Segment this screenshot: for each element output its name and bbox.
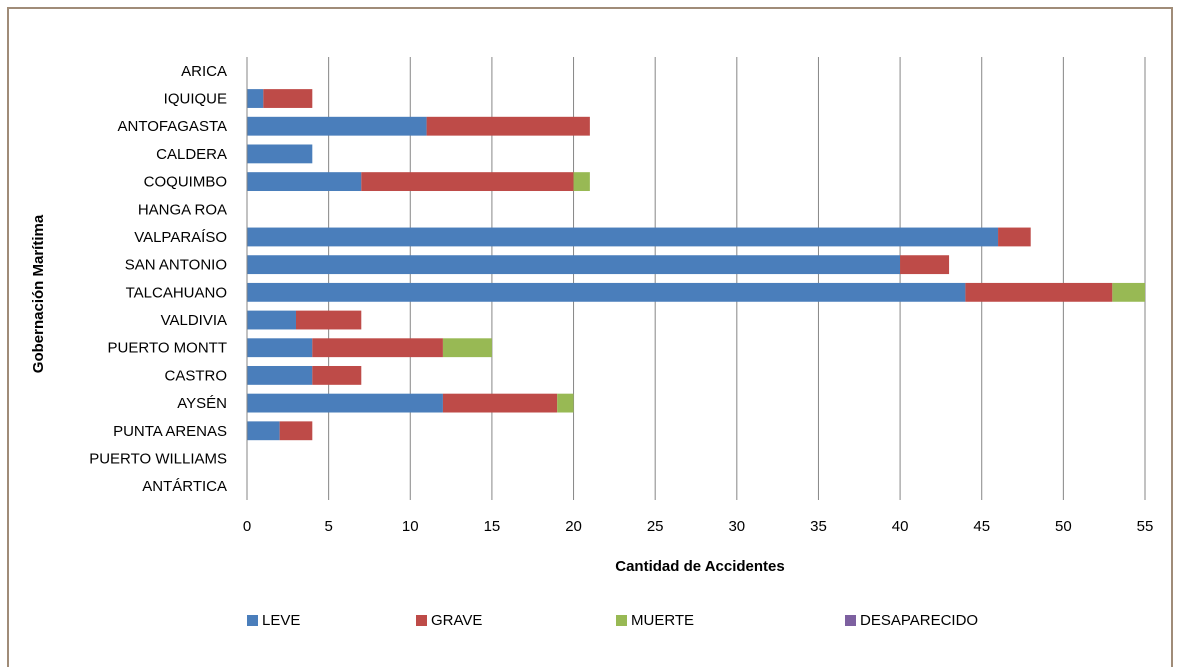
bar-grave-4	[361, 172, 574, 192]
category-label: COQUIMBO	[144, 174, 227, 191]
legend-item-leve: LEVE	[247, 612, 300, 629]
category-label: CALDERA	[156, 146, 227, 163]
x-tick-label: 50	[1055, 518, 1072, 535]
category-label: IQUIQUE	[164, 91, 227, 108]
bar-grave-13	[279, 421, 313, 441]
tick-labels: 0 5 10 15 20 25 30 35 40 45 50 55	[243, 518, 1154, 535]
bar-leve-3	[247, 144, 313, 164]
bar-grave-11	[312, 365, 362, 385]
bar-grave-8	[965, 282, 1113, 302]
legend-swatch	[416, 615, 427, 626]
x-tick-label: 45	[973, 518, 990, 535]
category-label: HANGA ROA	[138, 201, 227, 218]
bar-leve-7	[247, 255, 901, 275]
legend-swatch	[247, 615, 258, 626]
legend: LEVE GRAVE MUERTE DESAPARECIDO	[0, 612, 1178, 636]
x-tick-label: 15	[484, 518, 501, 535]
x-tick-label: 5	[324, 518, 332, 535]
category-label: PUERTO MONTT	[108, 340, 227, 357]
category-label: VALDIVIA	[161, 312, 227, 329]
category-label: SAN ANTONIO	[125, 257, 227, 274]
legend-item-grave: GRAVE	[416, 612, 482, 629]
category-label: ARICA	[181, 63, 227, 80]
legend-swatch	[616, 615, 627, 626]
y-axis-title: Gobernación Marítima	[30, 214, 47, 373]
bar-leve-4	[247, 172, 362, 192]
category-label: TALCAHUANO	[126, 284, 227, 301]
category-label: VALPARAÍSO	[134, 229, 227, 246]
x-tick-label: 35	[810, 518, 827, 535]
x-tick-label: 10	[402, 518, 419, 535]
category-labels: ARICA IQUIQUE ANTOFAGASTA CALDERA COQUIMBO HA…	[89, 63, 227, 495]
legend-item-desaparecido: DESAPARECIDO	[845, 612, 978, 629]
x-tick-label: 20	[565, 518, 582, 535]
bar-leve-8	[247, 282, 966, 302]
bar-grave-10	[312, 338, 443, 358]
bar-grave-9	[295, 310, 362, 330]
bar-grave-7	[900, 255, 950, 275]
x-axis-title: Cantidad de Accidentes	[615, 558, 784, 575]
bar-leve-6	[247, 227, 999, 247]
bar-leve-11	[247, 365, 313, 385]
bar-grave-6	[998, 227, 1031, 247]
category-label: PUERTO WILLIAMS	[89, 450, 227, 467]
bar-leve-10	[247, 338, 313, 358]
category-label: PUNTA ARENAS	[113, 423, 227, 440]
x-tick-label: 30	[728, 518, 745, 535]
bar-leve-9	[247, 310, 296, 330]
legend-label: DESAPARECIDO	[860, 612, 979, 629]
bar-grave-12	[442, 393, 558, 413]
bar-muerte-10	[442, 338, 492, 358]
bar-leve-12	[247, 393, 443, 413]
bar-leve-1	[247, 89, 264, 108]
bar-muerte-4	[573, 172, 590, 192]
bar-grave-1	[263, 89, 313, 108]
category-label: ANTOFAGASTA	[118, 118, 227, 135]
x-tick-label: 40	[892, 518, 909, 535]
bar-muerte-12	[557, 393, 574, 413]
category-label: AYSÉN	[177, 395, 227, 412]
category-label: CASTRO	[164, 367, 227, 384]
legend-label: LEVE	[262, 612, 301, 629]
category-label: ANTÁRTICA	[142, 478, 227, 495]
chart-frame	[7, 7, 1173, 667]
legend-label: MUERTE	[631, 612, 695, 629]
bar-grave-2	[426, 116, 590, 136]
legend-item-muerte: MUERTE	[616, 612, 694, 629]
x-tick-label: 25	[647, 518, 664, 535]
bars	[247, 89, 1145, 441]
legend-swatch	[845, 615, 856, 626]
bar-leve-13	[247, 421, 280, 441]
x-tick-label: 55	[1137, 518, 1154, 535]
x-tick-label: 0	[243, 518, 251, 535]
legend-label: GRAVE	[431, 612, 483, 629]
bar-leve-2	[247, 116, 427, 136]
bar-muerte-8	[1112, 282, 1145, 302]
